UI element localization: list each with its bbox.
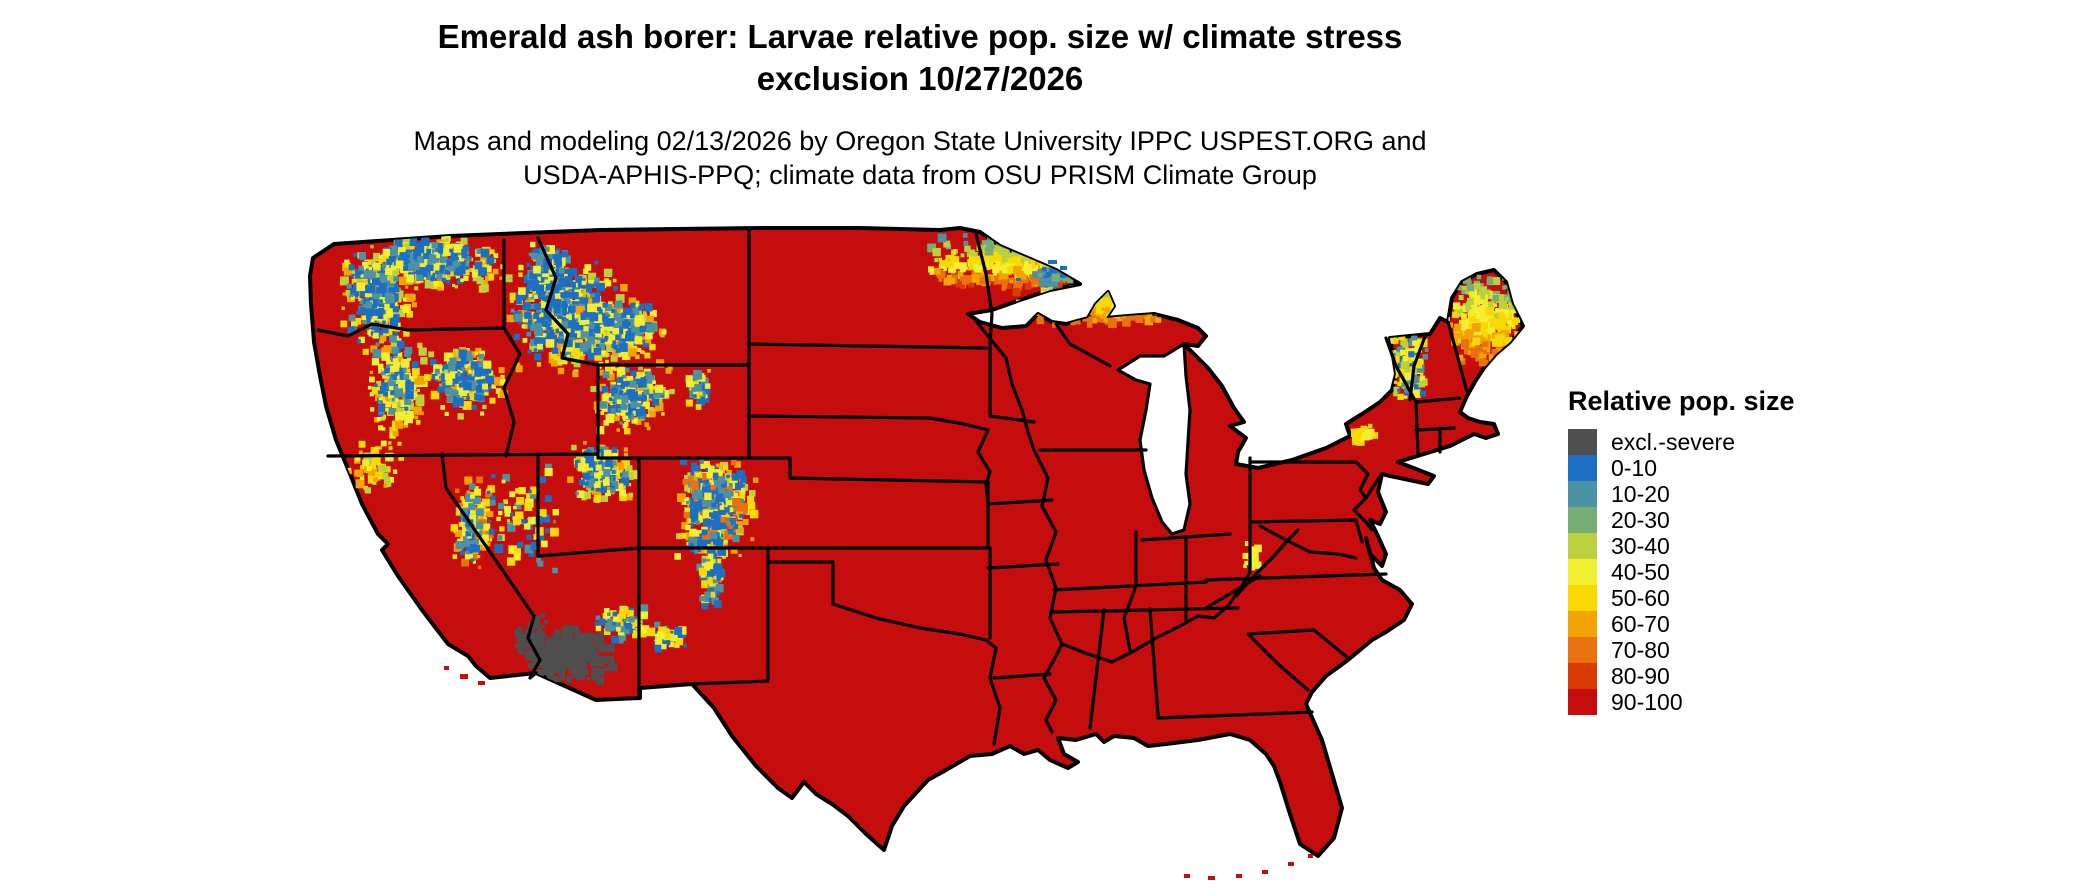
florida-key-1 [1184, 874, 1190, 878]
map-legend: Relative pop. size excl.-severe 0-10 10-… [1568, 386, 1868, 715]
subtitle-line-1: Maps and modeling 02/13/2026 by Oregon S… [413, 126, 1427, 156]
legend-row-10-20: 10-20 [1568, 481, 1868, 507]
legend-label-60-70: 60-70 [1611, 611, 1670, 637]
florida-key-6 [1308, 854, 1313, 858]
legend-label-10-20: 10-20 [1611, 481, 1670, 507]
legend-row-50-60: 50-60 [1568, 585, 1868, 611]
legend-swatch-70-80 [1568, 637, 1597, 663]
legend-swatch-60-70 [1568, 611, 1597, 637]
legend-swatch-0-10 [1568, 455, 1597, 481]
legend-label-30-40: 30-40 [1611, 533, 1670, 559]
legend-rows: excl.-severe 0-10 10-20 20-30 30-40 40-5… [1568, 429, 1868, 715]
subtitle-line-2: USDA-APHIS-PPQ; climate data from OSU PR… [523, 160, 1317, 190]
legend-label-excl-severe: excl.-severe [1611, 429, 1735, 455]
legend-row-20-30: 20-30 [1568, 507, 1868, 533]
legend-row-80-90: 80-90 [1568, 663, 1868, 689]
florida-key-2 [1208, 876, 1215, 880]
legend-row-0-10: 0-10 [1568, 455, 1868, 481]
us-map-svg [308, 226, 1525, 880]
legend-row-70-80: 70-80 [1568, 637, 1868, 663]
channel-island-3 [444, 666, 449, 670]
legend-label-40-50: 40-50 [1611, 559, 1670, 585]
legend-swatch-90-100 [1568, 689, 1597, 715]
state-borders [316, 228, 1469, 746]
lake-michigan [1116, 342, 1192, 536]
legend-swatch-40-50 [1568, 559, 1597, 585]
legend-label-80-90: 80-90 [1611, 663, 1670, 689]
raster-overlay-group [339, 231, 1523, 685]
us-outline [308, 226, 1525, 858]
legend-row-90-100: 90-100 [1568, 689, 1868, 715]
island-dots-group [444, 260, 1313, 880]
isle-royale [1048, 260, 1057, 264]
legend-swatch-30-40 [1568, 533, 1597, 559]
florida-key-5 [1288, 862, 1294, 866]
legend-label-20-30: 20-30 [1611, 507, 1670, 533]
title-line-1: Emerald ash borer: Larvae relative pop. … [437, 18, 1403, 55]
page-title: Emerald ash borer: Larvae relative pop. … [320, 16, 1520, 100]
legend-label-70-80: 70-80 [1611, 637, 1670, 663]
legend-row-30-40: 30-40 [1568, 533, 1868, 559]
us-risk-map [300, 226, 1550, 886]
attribution-subtitle: Maps and modeling 02/13/2026 by Oregon S… [320, 124, 1520, 192]
florida-key-4 [1262, 870, 1268, 874]
legend-title: Relative pop. size [1568, 386, 1795, 416]
title-line-2: exclusion 10/27/2026 [756, 60, 1084, 97]
legend-label-90-100: 90-100 [1611, 689, 1683, 715]
legend-swatch-20-30 [1568, 507, 1597, 533]
florida-key-3 [1236, 874, 1242, 878]
isle-royale-2 [1060, 266, 1067, 270]
legend-swatch-10-20 [1568, 481, 1597, 507]
legend-label-0-10: 0-10 [1611, 455, 1658, 481]
legend-label-50-60: 50-60 [1611, 585, 1670, 611]
legend-row-40-50: 40-50 [1568, 559, 1868, 585]
legend-swatch-80-90 [1568, 663, 1597, 689]
legend-swatch-50-60 [1568, 585, 1597, 611]
lake-of-woods-island [1016, 278, 1021, 281]
legend-swatch-excl-severe [1568, 429, 1597, 455]
channel-island-2 [478, 681, 485, 685]
legend-row-excl-severe: excl.-severe [1568, 429, 1868, 455]
channel-island-1 [460, 674, 468, 679]
legend-row-60-70: 60-70 [1568, 611, 1868, 637]
